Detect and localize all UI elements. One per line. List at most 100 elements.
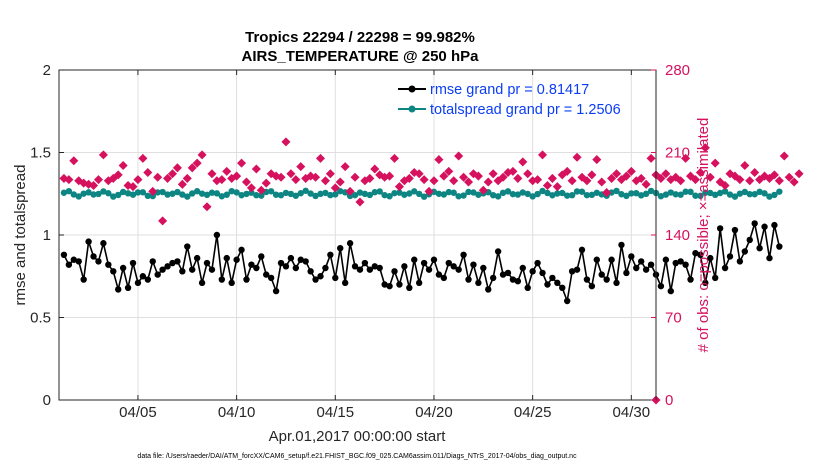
rmse-point xyxy=(618,241,625,249)
spread-point xyxy=(164,191,171,198)
rmse-point xyxy=(302,258,309,265)
x-tick-label: 04/30 xyxy=(613,404,651,421)
rmse-point xyxy=(312,276,319,283)
chart-subtitle: AIRS_TEMPERATURE @ 250 hPa xyxy=(242,48,480,65)
spread-point xyxy=(499,189,507,197)
y2-tick-label: 0 xyxy=(665,392,673,409)
assimilated-point xyxy=(582,176,592,186)
rmse-point xyxy=(608,256,615,263)
rmse-point xyxy=(751,220,758,227)
spread-point xyxy=(297,190,304,197)
rmse-point xyxy=(642,266,650,273)
spread-point xyxy=(356,189,364,196)
rmse-point xyxy=(716,225,724,232)
assimilated-point xyxy=(370,164,380,174)
rmse-point xyxy=(712,274,719,282)
spread-point xyxy=(628,190,635,197)
rmse-point xyxy=(307,268,314,275)
spread-point xyxy=(287,190,295,198)
assimilated-point xyxy=(163,173,173,183)
rmse-point xyxy=(159,266,166,273)
assimilated-point xyxy=(340,162,350,172)
spread-point xyxy=(258,192,265,199)
assimilated-point xyxy=(705,172,715,182)
rmse-point xyxy=(702,279,709,287)
y-axis-label: rmse and totalspread xyxy=(12,165,29,306)
rmse-point xyxy=(519,264,526,272)
spread-point xyxy=(716,189,724,197)
rmse-point xyxy=(110,268,117,275)
rmse-point xyxy=(90,253,97,260)
spread-point xyxy=(746,190,753,198)
assimilated-point xyxy=(158,216,168,226)
spread-point xyxy=(411,188,418,195)
assimilated-point xyxy=(286,169,296,179)
spread-point xyxy=(568,191,576,199)
spread-point xyxy=(677,191,684,198)
legend-spread-label: totalspread grand pr = 1.2506 xyxy=(430,102,621,118)
legend-rmse-label: rmse grand pr = 0.81417 xyxy=(430,82,589,98)
rmse-point xyxy=(549,274,556,282)
assimilated-point xyxy=(621,171,631,181)
rmse-point xyxy=(746,236,753,244)
spread-point xyxy=(95,190,102,198)
rmse-point xyxy=(238,246,245,254)
rmse-point xyxy=(494,248,502,255)
rmse-point xyxy=(292,264,300,272)
assimilated-point xyxy=(93,175,103,185)
spread-point xyxy=(578,188,586,195)
rmse-point xyxy=(258,253,265,260)
assimilated-point xyxy=(745,176,755,186)
rmse-point xyxy=(341,279,349,287)
assimilated-point xyxy=(202,202,212,212)
y-tick-label: 1.5 xyxy=(30,145,51,162)
assimilated-point xyxy=(330,183,340,193)
rmse-point xyxy=(475,279,482,287)
spread-point xyxy=(307,190,314,197)
rmse-point xyxy=(253,264,260,272)
y-tick-label: 0 xyxy=(43,392,51,409)
rmse-point xyxy=(361,259,369,267)
spread-point xyxy=(277,191,285,199)
rmse-point xyxy=(391,268,398,275)
assimilated-point xyxy=(444,166,454,176)
rmse-point xyxy=(184,243,191,250)
spread-point xyxy=(361,190,369,198)
spread-point xyxy=(751,190,758,198)
spread-point xyxy=(65,187,73,195)
rmse-point xyxy=(263,271,270,278)
rmse-point xyxy=(337,245,344,252)
spread-point xyxy=(332,191,339,198)
rmse-point xyxy=(124,284,132,291)
spread-point xyxy=(312,192,319,200)
spread-point xyxy=(337,187,344,195)
rmse-point xyxy=(203,259,211,267)
assimilated-point xyxy=(167,169,178,179)
spread-series xyxy=(60,187,783,200)
rmse-point xyxy=(179,268,186,275)
rmse-point xyxy=(445,259,452,267)
spread-point xyxy=(134,189,142,196)
assimilated-point xyxy=(562,166,572,176)
rmse-point xyxy=(687,276,694,283)
rmse-point xyxy=(208,266,216,273)
assimilated-point xyxy=(222,166,232,176)
rmse-point xyxy=(317,273,324,280)
rmse-point xyxy=(588,282,596,290)
spread-point xyxy=(317,190,324,198)
rmse-point xyxy=(465,276,472,283)
assimilated-point xyxy=(113,170,123,180)
spread-point xyxy=(563,192,571,199)
spread-point xyxy=(129,191,137,198)
rmse-point xyxy=(65,261,73,268)
rmse-point xyxy=(430,256,438,263)
rmse-point xyxy=(554,279,561,287)
rmse-point xyxy=(573,266,581,273)
spread-point xyxy=(420,193,428,200)
rmse-point xyxy=(198,279,206,287)
rmse-point xyxy=(322,264,329,272)
y-tick-label: 1 xyxy=(43,227,51,244)
spread-point xyxy=(593,189,600,196)
legend-rmse-marker xyxy=(408,85,416,93)
spread-point xyxy=(105,190,112,197)
